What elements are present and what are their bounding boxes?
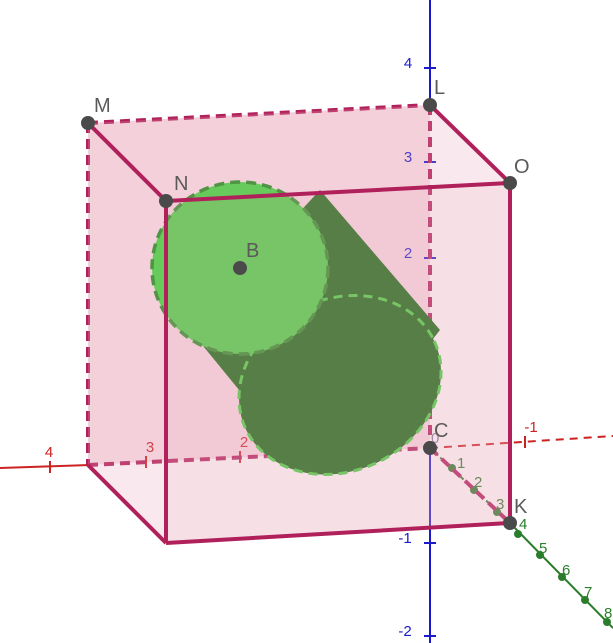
z-tick-neg2: -2 <box>398 623 411 640</box>
point-M[interactable] <box>81 116 95 130</box>
label-M: M <box>94 95 111 117</box>
y-tick-6: 6 <box>562 562 570 579</box>
cube-top-face <box>88 105 510 201</box>
label-B: B <box>246 240 259 262</box>
label-O: O <box>514 156 530 178</box>
cube-left-face <box>88 123 166 543</box>
x-axis-positive <box>429 435 613 449</box>
label-L: L <box>434 77 445 99</box>
y-tick-5: 5 <box>539 540 547 557</box>
z-tick-neg1: -1 <box>398 530 411 547</box>
label-K: K <box>514 496 528 518</box>
x-tick-3: 3 <box>146 439 154 456</box>
point-B[interactable] <box>233 261 247 275</box>
cube-visible-edges <box>86 103 512 545</box>
point-L[interactable] <box>423 98 437 112</box>
origin-label: 0 <box>431 430 439 447</box>
y-tick-7: 7 <box>584 584 592 601</box>
y-tick-8: 8 <box>604 605 612 622</box>
label-N: N <box>174 173 188 195</box>
cube-front-face <box>166 183 510 543</box>
point-K[interactable] <box>503 516 517 530</box>
y-tick-4: 4 <box>519 516 527 533</box>
z-tick-3: 3 <box>404 149 412 166</box>
cylinder[interactable] <box>150 180 471 507</box>
point-N[interactable] <box>159 194 173 208</box>
label-C: C <box>434 420 448 442</box>
x-axis-ticks <box>49 436 526 473</box>
x-tick-neg1: -1 <box>524 419 537 436</box>
x-tick-4: 4 <box>45 444 53 461</box>
point-C[interactable] <box>423 441 437 455</box>
point-O[interactable] <box>503 176 517 190</box>
y-tick-3: 3 <box>496 496 504 513</box>
x-tick-2: 2 <box>240 434 248 451</box>
z-tick-4: 4 <box>404 55 412 72</box>
y-tick-1: 1 <box>457 455 465 472</box>
points <box>81 98 517 530</box>
z-axis-ticks <box>424 67 436 637</box>
z-tick-2: 2 <box>404 245 412 262</box>
y-tick-2: 2 <box>474 474 482 491</box>
x-axis-negative <box>0 464 91 469</box>
cube-hidden-edges <box>86 103 512 525</box>
